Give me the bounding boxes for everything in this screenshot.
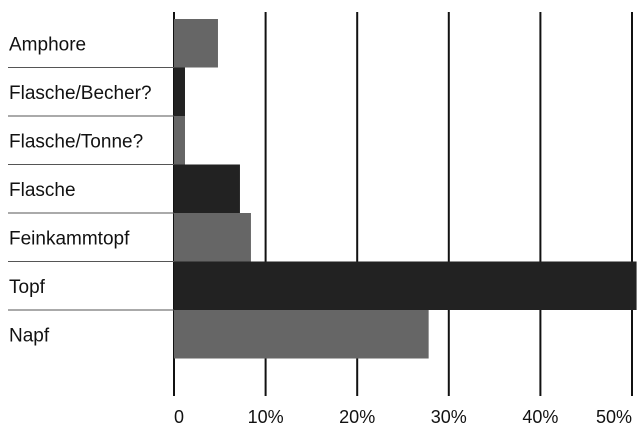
category-label-3: Flasche	[9, 180, 76, 201]
category-label-4: Feinkammtopf	[9, 228, 130, 249]
category-label-0: Amphore	[9, 34, 86, 55]
category-labels: Amphore Flasche/Becher? Flasche/Tonne? Flas…	[9, 34, 152, 346]
bar-3	[174, 164, 240, 213]
bar-0	[174, 19, 218, 68]
x-tick-label-3: 30%	[431, 407, 467, 427]
bars	[174, 19, 637, 359]
x-tick-label-2: 20%	[339, 407, 375, 427]
bar-2	[174, 116, 185, 165]
bar-5	[174, 261, 637, 310]
category-label-5: Topf	[9, 277, 46, 298]
x-tick-label-1: 10%	[248, 407, 284, 427]
category-label-2: Flasche/Tonne?	[9, 131, 143, 152]
x-tick-label-5: 50%	[596, 407, 632, 427]
category-label-6: Napf	[9, 325, 50, 346]
bar-1	[174, 67, 185, 116]
x-tick-labels: 0 10% 20% 30% 40% 50%	[174, 407, 632, 427]
category-label-1: Flasche/Becher?	[9, 83, 152, 104]
category-separators	[8, 67, 174, 311]
bar-6	[174, 310, 429, 359]
x-tick-label-0: 0	[174, 407, 184, 427]
x-tick-label-4: 40%	[522, 407, 558, 427]
bar-4	[174, 213, 251, 262]
